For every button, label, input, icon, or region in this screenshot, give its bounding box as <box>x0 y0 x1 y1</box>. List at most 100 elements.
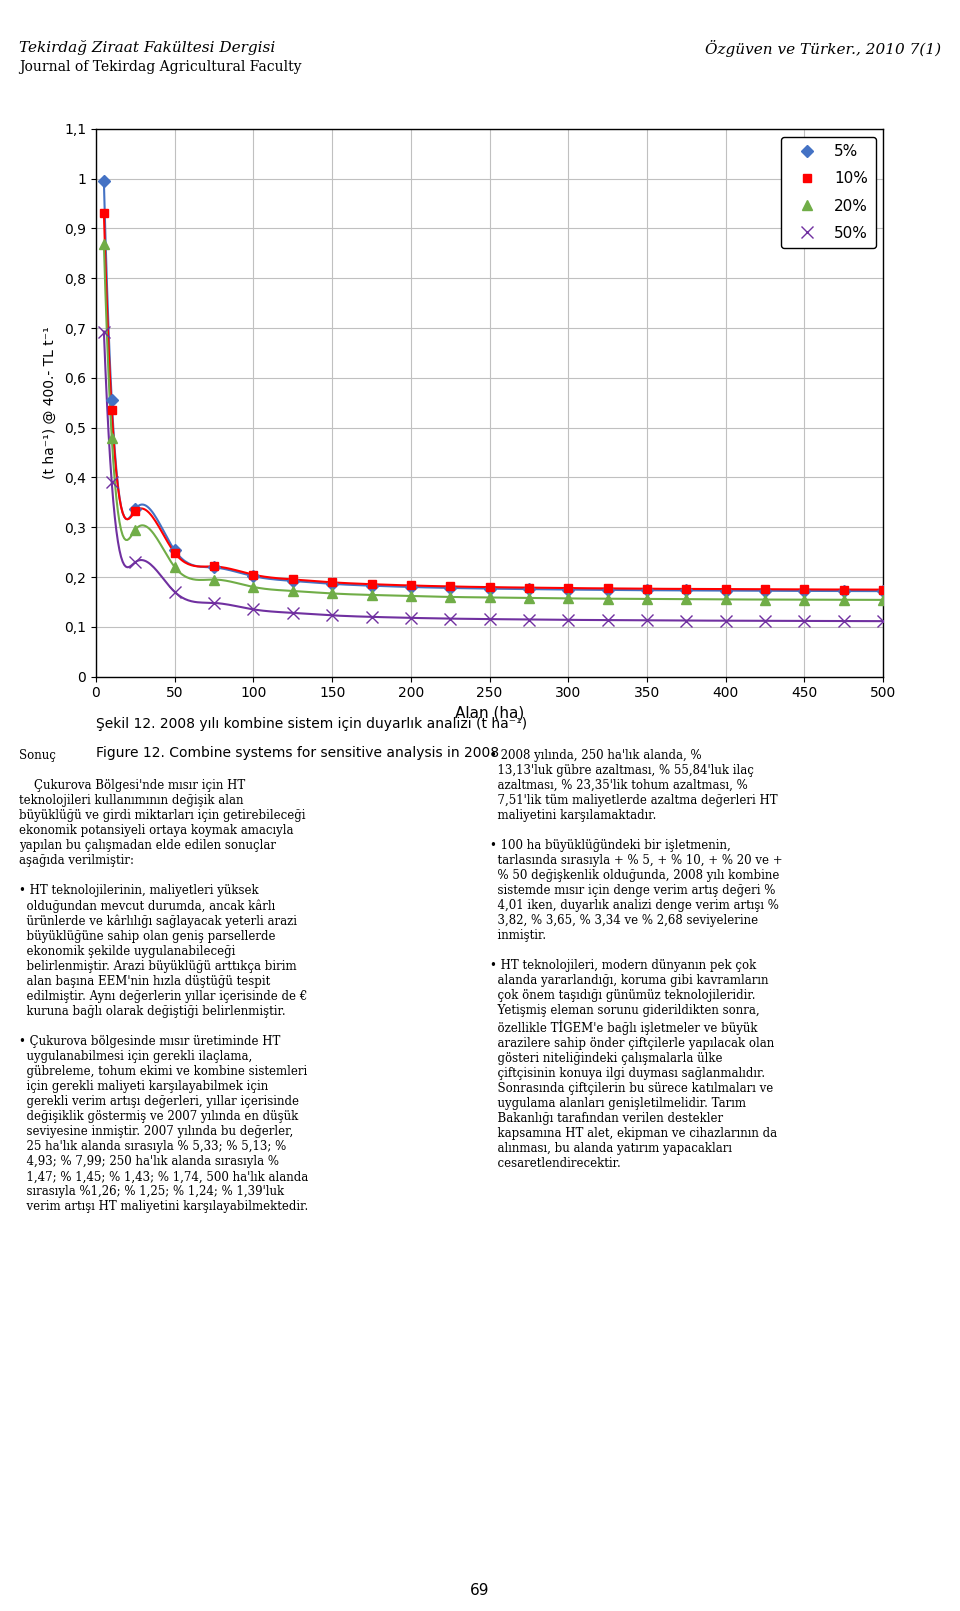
5% <box>405 577 417 596</box>
20% <box>838 590 850 609</box>
20% <box>405 586 417 606</box>
50% <box>248 599 259 619</box>
50% <box>484 609 495 628</box>
50% <box>602 611 613 630</box>
20% <box>169 557 180 577</box>
Y-axis label: (t ha⁻¹) @ 400.- TL t⁻¹: (t ha⁻¹) @ 400.- TL t⁻¹ <box>43 327 58 478</box>
20% <box>287 582 299 601</box>
10% <box>405 575 417 594</box>
20% <box>602 590 613 609</box>
Text: Özgüven ve Türker., 2010 7(1): Özgüven ve Türker., 2010 7(1) <box>705 40 941 58</box>
10% <box>208 557 220 577</box>
50% <box>720 611 732 630</box>
50% <box>287 603 299 622</box>
Text: • 2008 yılında, 250 ha'lık alanda, %
  13,13'luk gübre azaltması, % 55,84'luk il: • 2008 yılında, 250 ha'lık alanda, % 13,… <box>490 749 782 1170</box>
Line: 10%: 10% <box>100 208 887 594</box>
Legend: 5%, 10%, 20%, 50%: 5%, 10%, 20%, 50% <box>780 137 876 248</box>
10% <box>444 577 456 596</box>
10% <box>523 578 535 598</box>
5% <box>681 580 692 599</box>
50% <box>98 322 109 342</box>
5% <box>169 541 180 561</box>
10% <box>602 578 613 598</box>
10% <box>838 580 850 599</box>
20% <box>248 577 259 596</box>
50% <box>563 611 574 630</box>
10% <box>641 578 653 598</box>
10% <box>799 580 810 599</box>
50% <box>641 611 653 630</box>
5% <box>106 391 117 411</box>
5% <box>248 567 259 586</box>
20% <box>641 590 653 609</box>
50% <box>169 582 180 601</box>
10% <box>98 203 109 222</box>
20% <box>106 429 117 448</box>
50% <box>838 612 850 632</box>
20% <box>366 585 377 604</box>
Line: 50%: 50% <box>98 325 889 627</box>
20% <box>877 590 889 609</box>
20% <box>484 588 495 607</box>
10% <box>563 578 574 598</box>
50% <box>326 606 338 625</box>
50% <box>877 612 889 632</box>
10% <box>484 577 495 596</box>
5% <box>563 580 574 599</box>
5% <box>759 582 771 601</box>
5% <box>720 582 732 601</box>
50% <box>681 611 692 630</box>
10% <box>366 575 377 594</box>
20% <box>720 590 732 609</box>
20% <box>98 234 109 253</box>
Text: 69: 69 <box>470 1584 490 1598</box>
50% <box>405 609 417 628</box>
20% <box>326 583 338 603</box>
10% <box>877 580 889 599</box>
50% <box>523 611 535 630</box>
5% <box>877 582 889 601</box>
Text: Figure 12. Combine systems for sensitive analysis in 2008: Figure 12. Combine systems for sensitive… <box>96 746 499 760</box>
5% <box>326 574 338 593</box>
10% <box>326 572 338 591</box>
10% <box>106 401 117 420</box>
10% <box>130 501 141 520</box>
Text: Şekil 12. 2008 yılı kombine sistem için duyarlık analizi (t ha⁻¹): Şekil 12. 2008 yılı kombine sistem için … <box>96 717 527 731</box>
5% <box>208 557 220 577</box>
20% <box>130 520 141 540</box>
50% <box>759 611 771 630</box>
20% <box>523 588 535 607</box>
10% <box>169 543 180 562</box>
50% <box>799 611 810 630</box>
10% <box>287 570 299 590</box>
5% <box>799 582 810 601</box>
5% <box>287 572 299 591</box>
Text: Tekirdağ Ziraat Fakültesi Dergisi: Tekirdağ Ziraat Fakültesi Dergisi <box>19 40 276 55</box>
10% <box>681 580 692 599</box>
20% <box>759 590 771 609</box>
50% <box>366 607 377 627</box>
20% <box>208 570 220 590</box>
5% <box>366 577 377 596</box>
50% <box>444 609 456 628</box>
5% <box>641 580 653 599</box>
10% <box>759 580 771 599</box>
5% <box>602 580 613 599</box>
20% <box>681 590 692 609</box>
5% <box>130 499 141 519</box>
20% <box>563 588 574 607</box>
50% <box>106 472 117 491</box>
50% <box>130 553 141 572</box>
50% <box>208 593 220 612</box>
Text: Journal of Tekirdag Agricultural Faculty: Journal of Tekirdag Agricultural Faculty <box>19 60 301 74</box>
20% <box>799 590 810 609</box>
10% <box>248 565 259 585</box>
Line: 20%: 20% <box>99 238 888 604</box>
5% <box>484 578 495 598</box>
Text: Sonuç

    Çukurova Bölgesi'nde mısır için HT
teknolojileri kullanımının değişik: Sonuç Çukurova Bölgesi'nde mısır için HT… <box>19 749 308 1213</box>
10% <box>720 580 732 599</box>
X-axis label: Alan (ha): Alan (ha) <box>455 706 524 720</box>
5% <box>838 582 850 601</box>
5% <box>444 578 456 598</box>
Line: 5%: 5% <box>100 177 887 596</box>
